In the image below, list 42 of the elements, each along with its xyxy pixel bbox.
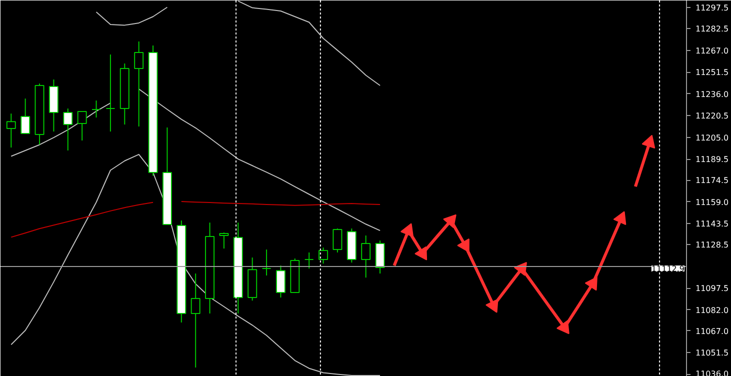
candlestick (106, 54, 116, 132)
y-tick-label: 11205.0 (696, 133, 729, 142)
candlestick (77, 110, 87, 142)
candlestick (332, 228, 342, 253)
y-tick-label: 11282.5 (696, 24, 729, 34)
y-tick-label: 11297.5 (696, 4, 729, 13)
y-tick-label: 11097.5 (696, 284, 729, 294)
y-tick-label: 11143.5 (696, 220, 729, 229)
point (556, 320, 570, 334)
candlestick (20, 98, 30, 134)
ref-line-label: 11112.9 (651, 264, 685, 274)
candlestick (276, 265, 286, 298)
candlestick (219, 232, 229, 250)
point (486, 298, 498, 313)
y-tick-label: 11082.0 (696, 306, 729, 315)
candlestick (190, 273, 200, 368)
candlestick (92, 100, 102, 118)
y-tick-label: 11236.0 (696, 90, 729, 99)
y-tick-label: 11251.5 (696, 68, 729, 78)
candlestick (361, 235, 371, 278)
point (457, 238, 470, 252)
candlestick (262, 249, 272, 276)
y-tick-label: 11159.0 (696, 198, 729, 207)
candlestick (134, 40, 144, 127)
point (414, 246, 428, 260)
y-tick-label: 11220.5 (696, 112, 729, 121)
y-tick-label: 11174.5 (696, 176, 729, 186)
point (443, 214, 456, 228)
point (584, 276, 598, 291)
candlestick (304, 252, 314, 269)
candlestick (63, 108, 73, 151)
point (613, 211, 626, 226)
y-tick-label: 11267.0 (696, 46, 729, 56)
line-series (10, 154, 381, 376)
candlestick (375, 240, 385, 274)
y-tick-label: 11189.5 (696, 155, 729, 164)
y-tick-label: 11067.0 (696, 326, 729, 336)
candlestick (6, 113, 16, 148)
point (400, 223, 414, 238)
candlestick (318, 247, 328, 264)
y-tick-label: 11128.5 (696, 240, 729, 250)
y-tick-label: 11051.5 (696, 348, 729, 358)
